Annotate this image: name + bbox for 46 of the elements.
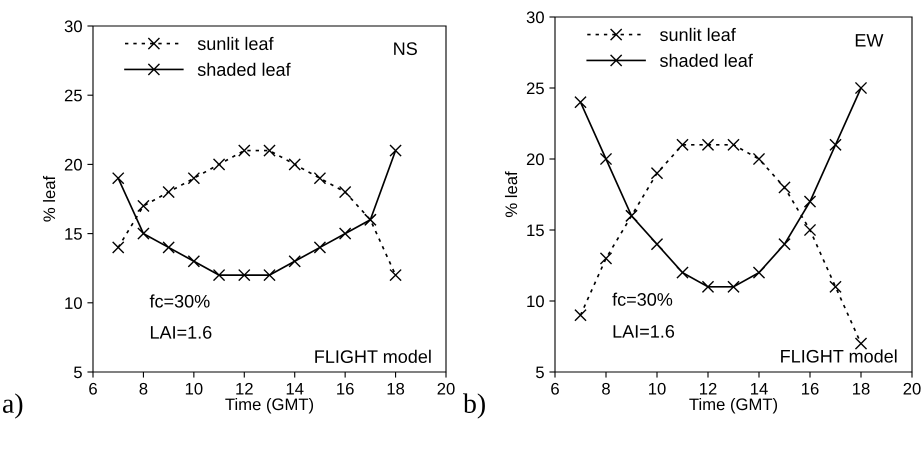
annotation: FLIGHT model — [781, 349, 897, 363]
x-tick-label: 8 — [602, 382, 610, 395]
x-tick-label: 18 — [853, 382, 870, 395]
annotation: NS — [394, 42, 417, 56]
x-tick-label: 16 — [337, 382, 354, 395]
x-tick-label: 12 — [236, 382, 253, 394]
x-tick-label: 8 — [140, 382, 148, 395]
y-tick-label: 30 — [64, 20, 82, 32]
x-tick-label: 10 — [186, 382, 202, 395]
x-axis-title: Time (GMT) — [689, 398, 778, 414]
text: b) — [463, 393, 485, 419]
y-tick-label: 30 — [526, 11, 544, 24]
annotation: FLIGHT model — [315, 350, 431, 364]
y-tick-label: 5 — [536, 366, 544, 378]
y-tick-label: 15 — [65, 228, 82, 240]
x-tick-label: 20 — [438, 382, 455, 395]
legend-label: shaded leaf — [660, 54, 753, 67]
x-tick-label: 14 — [751, 383, 768, 394]
annotation: EW — [856, 34, 884, 47]
x-tick-label: 16 — [802, 382, 819, 395]
annotation: fc=30% — [612, 292, 672, 306]
x-tick-label: 12 — [700, 382, 716, 394]
y-tick-label: 25 — [64, 90, 82, 102]
y-tick-label: 5 — [74, 366, 82, 378]
x-tick-label: 14 — [286, 383, 304, 394]
y-tick-label: 20 — [526, 153, 544, 166]
x-tick-label: 20 — [904, 382, 921, 395]
y-tick-label: 15 — [527, 224, 544, 236]
x-tick-label: 10 — [649, 382, 666, 395]
x-tick-label: 6 — [89, 382, 97, 395]
x-tick-label: 6 — [551, 382, 559, 395]
y-axis-title: % leaf — [504, 171, 518, 218]
legend-label: sunlit leaf — [198, 36, 274, 50]
x-axis-title: Time (GMT) — [225, 398, 314, 414]
y-tick-label: 20 — [64, 158, 82, 171]
annotation: LAI=1.6 — [150, 326, 212, 339]
annotation: LAI=1.6 — [614, 325, 674, 338]
text: a) — [2, 393, 22, 419]
y-tick-label: 10 — [65, 297, 82, 310]
y-tick-label: 25 — [526, 82, 544, 94]
legend-label: sunlit leaf — [660, 28, 736, 42]
legend-label: shaded leaf — [198, 62, 291, 76]
x-tick-label: 18 — [388, 382, 404, 395]
y-axis-title: % leaf — [42, 176, 56, 222]
annotation: fc=30% — [150, 294, 210, 308]
y-tick-label: 10 — [527, 295, 544, 308]
